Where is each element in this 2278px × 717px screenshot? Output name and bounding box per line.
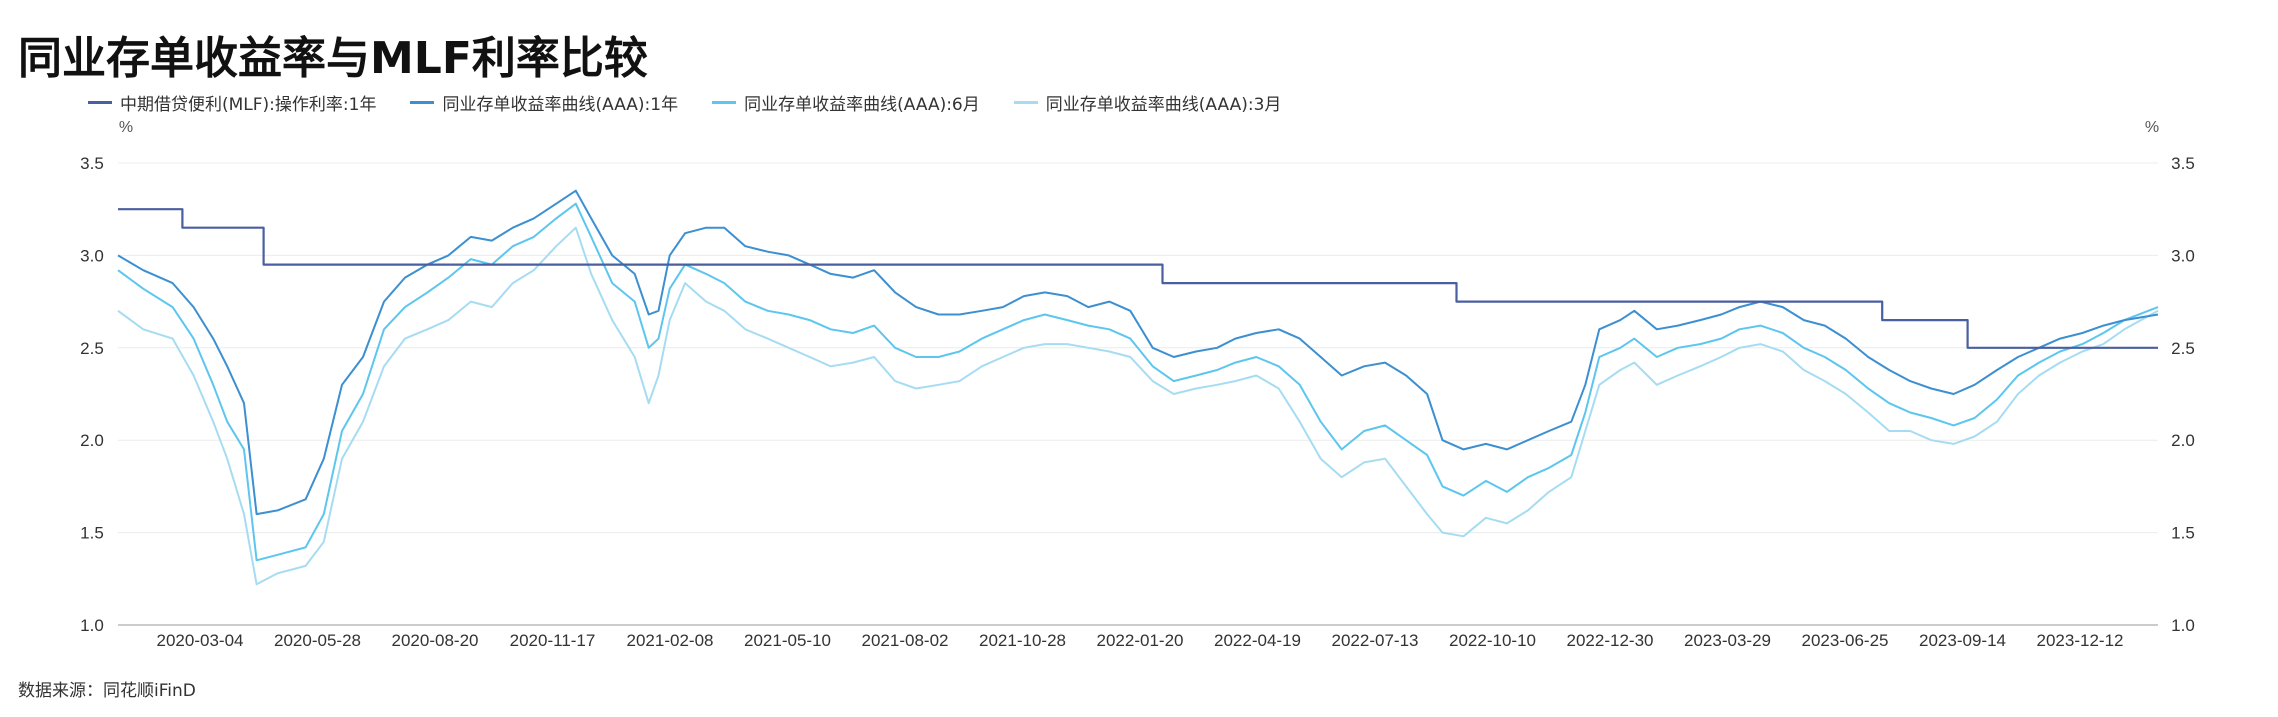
x-tick-label: 2020-05-28 xyxy=(274,631,361,650)
x-tick-label: 2020-11-17 xyxy=(510,631,596,650)
y-tick-label-right: 2.0 xyxy=(2171,431,2195,450)
x-tick-label: 2021-08-02 xyxy=(862,631,949,650)
y-tick-label-right: 1.5 xyxy=(2171,524,2195,543)
legend-label-ncd-6m: 同业存单收益率曲线(AAA):6月 xyxy=(744,94,980,115)
series-line-2[interactable] xyxy=(117,202,2159,562)
x-tick-label: 2022-10-10 xyxy=(1449,631,1536,650)
x-tick-label: 2022-01-20 xyxy=(1097,631,1184,650)
x-tick-label: 2020-03-04 xyxy=(157,631,244,650)
y-tick-label-left: 1.5 xyxy=(80,524,104,543)
y-tick-label-right: 2.5 xyxy=(2171,339,2195,358)
legend: 中期借贷便利(MLF):操作利率:1年 同业存单收益率曲线(AAA):1年 同业… xyxy=(88,88,1281,116)
x-tick-label: 2021-02-08 xyxy=(627,631,714,650)
series-lines xyxy=(117,189,2159,586)
legend-swatch-ncd-6m xyxy=(712,100,737,104)
x-tick-label: 2020-08-20 xyxy=(392,631,479,650)
x-tick-label: 2022-12-30 xyxy=(1567,631,1654,650)
y-tick-label-left: 3.0 xyxy=(80,246,104,265)
legend-swatch-ncd-1y xyxy=(410,100,435,104)
legend-item-ncd-6m[interactable]: 同业存单收益率曲线(AAA):6月 xyxy=(712,90,980,115)
x-tick-label: 2022-04-19 xyxy=(1214,631,1301,650)
gridlines xyxy=(118,162,2158,626)
x-tick-label: 2022-07-13 xyxy=(1332,631,1419,650)
y-tick-label-left: 3.5 xyxy=(80,154,104,173)
line-chart: 1.0 1.0 1.5 1.5 2.0 2.0 2.5 2.5 3.0 3.0 3.5 3.5% % 20… xyxy=(80,119,2195,650)
y-unit-right: % xyxy=(2145,119,2159,136)
y-tick-label-left: 1.0 xyxy=(80,616,104,635)
legend-item-ncd-1y[interactable]: 同业存单收益率曲线(AAA):1年 xyxy=(410,90,678,115)
axes: 1.0 1.0 1.5 1.5 2.0 2.0 2.5 2.5 3.0 3.0 3.5 3.5% % 20… xyxy=(80,119,2195,650)
legend-label-mlf: 中期借贷便利(MLF):操作利率:1年 xyxy=(120,94,377,115)
x-tick-label: 2023-06-25 xyxy=(1802,631,1889,650)
legend-swatch-mlf xyxy=(88,100,112,104)
data-source-note: 数据来源：同花顺iFinD xyxy=(18,681,196,701)
legend-swatch-ncd-3m xyxy=(1013,100,1038,104)
x-tick-label: 2023-09-14 xyxy=(1919,631,2006,650)
x-tick-label: 2021-05-10 xyxy=(744,631,831,650)
x-tick-label: 2023-03-29 xyxy=(1684,631,1771,650)
x-tick-label: 2021-10-28 xyxy=(979,631,1066,650)
y-tick-label-right: 3.5 xyxy=(2171,154,2195,173)
y-tick-label-left: 2.5 xyxy=(80,339,104,358)
legend-label-ncd-1y: 同业存单收益率曲线(AAA):1年 xyxy=(442,94,679,115)
chart-title: 同业存单收益率与MLF利率比较 xyxy=(18,33,648,84)
series-line-3[interactable] xyxy=(117,226,2159,586)
legend-item-mlf[interactable]: 中期借贷便利(MLF):操作利率:1年 xyxy=(88,90,376,115)
y-unit-left: % xyxy=(119,119,133,136)
legend-item-ncd-3m[interactable]: 同业存单收益率曲线(AAA):3月 xyxy=(1013,90,1282,115)
series-line-1[interactable] xyxy=(117,189,2159,516)
legend-label-ncd-3m: 同业存单收益率曲线(AAA):3月 xyxy=(1045,94,1282,115)
y-tick-label-right: 1.0 xyxy=(2171,616,2195,635)
y-tick-label-right: 3.0 xyxy=(2171,246,2195,265)
y-tick-label-left: 2.0 xyxy=(80,431,104,450)
series-line-0[interactable] xyxy=(118,208,2158,349)
x-tick-label: 2023-12-12 xyxy=(2037,631,2124,650)
